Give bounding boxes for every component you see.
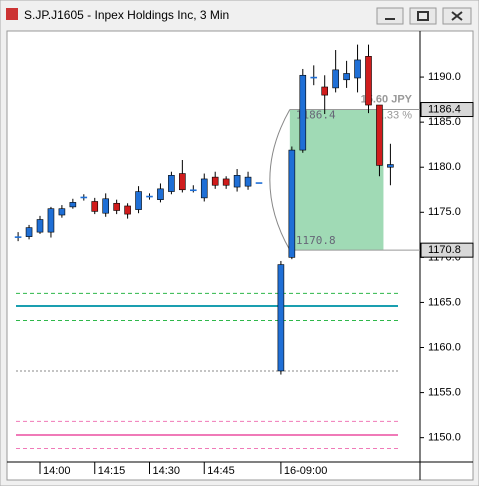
measure-pct-label: 1.33 % [378, 109, 412, 121]
y-tick-label: 1150.0 [428, 432, 461, 444]
candle-body [91, 201, 99, 212]
price-marker-label: 1170.8 [428, 244, 461, 256]
candle-body [277, 264, 285, 372]
candle-body [387, 164, 394, 168]
window-icon [6, 8, 18, 20]
x-tick-label: 16-09:00 [284, 465, 327, 477]
candle-body [365, 56, 372, 106]
close-icon [451, 11, 463, 21]
candle-body [255, 182, 263, 184]
candle-body [310, 76, 318, 79]
maximize-button[interactable] [409, 7, 437, 25]
y-tick-label: 1175.0 [428, 206, 461, 218]
candle-body [124, 205, 131, 215]
y-tick-label: 1160.0 [428, 341, 461, 353]
candle-body [157, 188, 164, 200]
y-tick-label: 1180.0 [428, 161, 461, 173]
price-marker-label: 1186.4 [428, 103, 461, 115]
x-tick-label: 14:30 [153, 465, 181, 477]
y-tick-label: 1165.0 [428, 296, 461, 308]
candle-body [343, 73, 350, 81]
measure-change-label: 15.60 JPY [361, 93, 413, 105]
candle-body [168, 175, 175, 192]
candle-body [47, 208, 55, 233]
candle-body [135, 191, 142, 210]
candle-body [376, 104, 383, 166]
maximize-icon [417, 11, 429, 21]
candle-body [102, 198, 109, 214]
candle-body [222, 178, 230, 186]
candle-body [58, 208, 66, 216]
measure-arc [269, 109, 291, 251]
candle-body [36, 219, 44, 233]
plot-area: 1150.01155.01160.01165.01170.01175.01180… [14, 44, 474, 477]
candle-body [211, 176, 219, 186]
candle-body [332, 69, 339, 89]
candle-body [299, 74, 307, 151]
candle-body [190, 189, 197, 192]
price-marker [420, 102, 474, 118]
candle-body [200, 178, 208, 199]
candle-body [25, 227, 33, 237]
x-tick-label: 14:45 [207, 465, 235, 477]
candle-body [244, 176, 252, 187]
y-tick-label: 1185.0 [428, 116, 461, 128]
candle-body [113, 202, 120, 211]
y-tick-label: 1190.0 [428, 71, 461, 83]
minimize-button[interactable] [376, 7, 404, 25]
price-marker [420, 242, 474, 258]
candle-body [179, 173, 186, 191]
candle-body [69, 202, 77, 208]
window-title: S.JP.J1605 - Inpex Holdings Inc, 3 Min [24, 8, 229, 22]
candle-body [321, 86, 329, 96]
candle-body [14, 236, 22, 238]
x-tick-label: 14:00 [43, 465, 71, 477]
y-tick-label: 1155.0 [428, 386, 461, 398]
chart-frame [6, 30, 474, 481]
measure-from-label: 1170.8 [296, 234, 336, 247]
candle-body [288, 149, 296, 258]
candle-body [146, 195, 153, 198]
x-tick-label: 14:15 [98, 465, 126, 477]
candle-body [354, 59, 361, 79]
candle-body [233, 175, 241, 188]
candle-body [80, 196, 88, 199]
